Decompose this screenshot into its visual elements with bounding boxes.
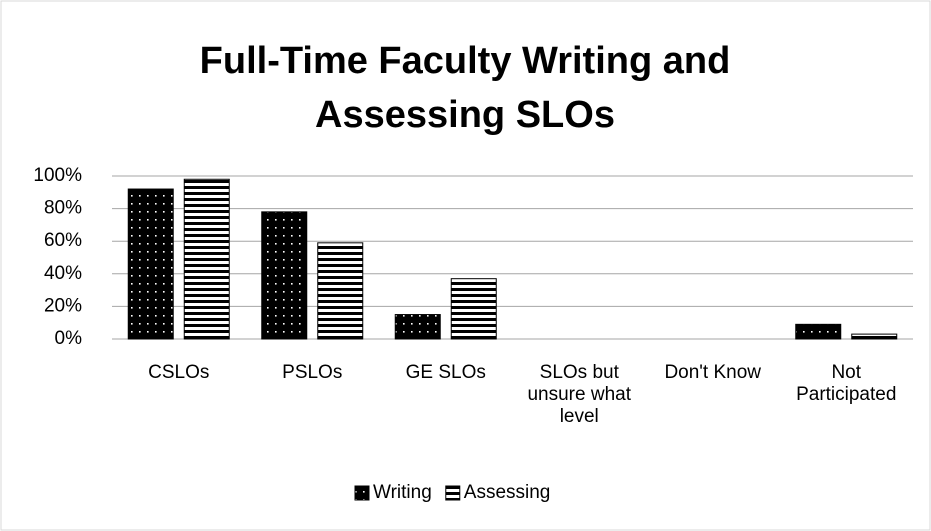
bar: [450, 278, 497, 340]
y-tick-label: 100%: [33, 165, 82, 186]
y-tick-label: 80%: [44, 198, 82, 219]
bar: [394, 314, 441, 340]
y-tick-label: 40%: [44, 263, 82, 284]
legend-swatch: [354, 485, 370, 501]
bar: [183, 178, 230, 340]
legend-swatch: [445, 485, 461, 501]
y-tick-label: 0%: [55, 328, 83, 349]
chart-title: Full-Time Faculty Writing and Assessing …: [199, 40, 731, 136]
bar: [261, 211, 308, 340]
legend-label: Assessing: [464, 482, 551, 503]
x-tick-label: Not Participated: [796, 362, 897, 405]
x-tick-label: PSLOs: [282, 362, 343, 383]
y-tick-label: 20%: [44, 295, 82, 316]
legend-label: Writing: [373, 482, 432, 503]
bar: [127, 188, 174, 340]
x-tick-label: SLOs but unsure what level: [527, 362, 631, 427]
x-tick-label: Don't Know: [664, 362, 762, 383]
bar: [317, 242, 364, 340]
x-tick-label: CSLOs: [148, 362, 210, 383]
x-tick-label: GE SLOs: [405, 362, 486, 383]
bar: [795, 323, 842, 340]
y-tick-label: 60%: [44, 230, 82, 251]
bar: [851, 333, 898, 340]
